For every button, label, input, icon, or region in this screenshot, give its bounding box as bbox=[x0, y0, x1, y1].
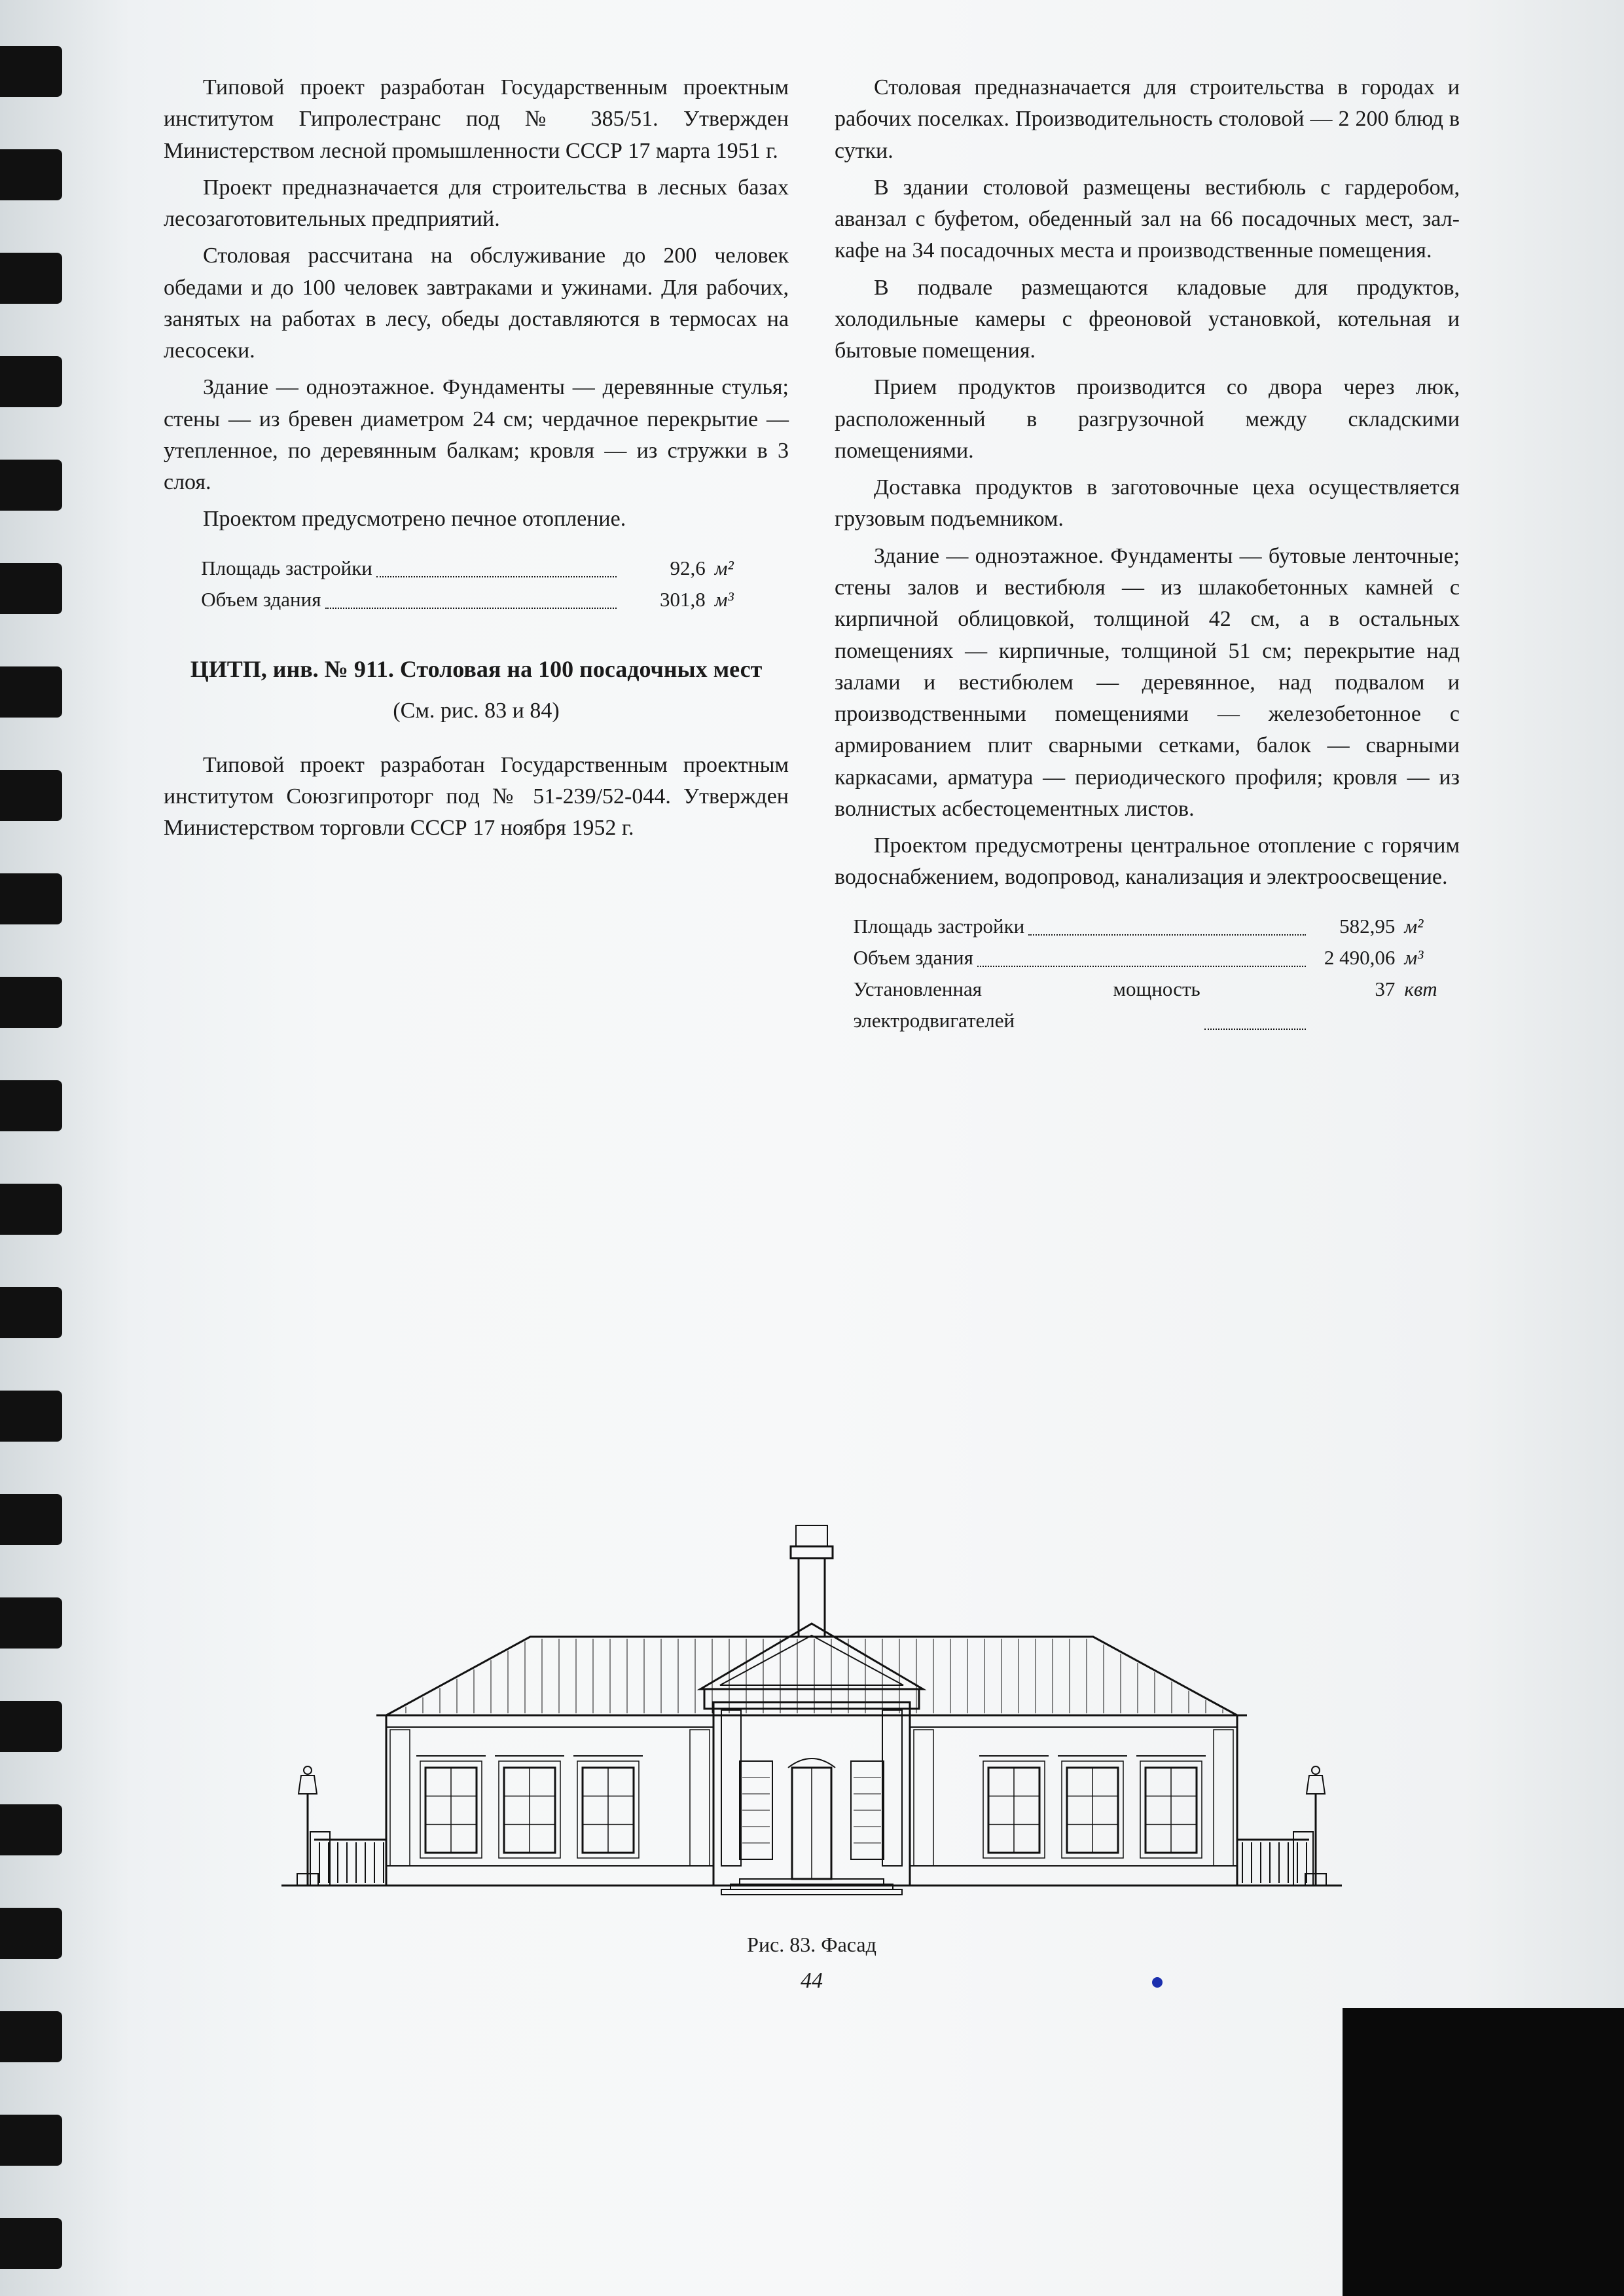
spec-value: 582,95 bbox=[1310, 911, 1395, 942]
scanned-page: Типовой проект разработан Государственны… bbox=[0, 0, 1624, 2296]
figure-83: Рис. 83. Фасад 44 bbox=[164, 1519, 1460, 1994]
spec-label: Установленная мощность электродвигателей bbox=[854, 974, 1200, 1036]
paragraph: Проектом предусмотрено печное отопление. bbox=[164, 503, 789, 535]
spec-table-right: Площадь застройки 582,95 м² Объем здания… bbox=[854, 911, 1441, 1036]
facade-elevation-drawing bbox=[255, 1519, 1368, 1925]
leader-dots bbox=[376, 546, 617, 577]
page-content: Типовой проект разработан Государственны… bbox=[164, 72, 1460, 1051]
paragraph: Типовой проект разработан Государственны… bbox=[164, 72, 789, 167]
spec-unit: м³ bbox=[1395, 942, 1441, 974]
paragraph: В здании столовой размещены вестибюль с … bbox=[835, 172, 1460, 267]
spec-row: Установленная мощность электродвигателей… bbox=[854, 974, 1441, 1036]
spec-value: 37 bbox=[1310, 974, 1395, 1036]
spec-row: Объем здания 2 490,06 м³ bbox=[854, 942, 1441, 974]
spec-value: 301,8 bbox=[621, 584, 706, 615]
two-column-layout: Типовой проект разработан Государственны… bbox=[164, 72, 1460, 1051]
section-heading: ЦИТП, инв. № 911. Столовая на 100 посадо… bbox=[164, 653, 789, 685]
paragraph: Прием продуктов производится со двора че… bbox=[835, 372, 1460, 467]
leader-dots bbox=[977, 936, 1306, 967]
spec-unit: м² bbox=[1395, 911, 1441, 942]
scan-artifact-dot bbox=[1152, 1977, 1163, 1988]
binding-holes bbox=[0, 0, 85, 2296]
spec-value: 2 490,06 bbox=[1310, 942, 1395, 974]
spec-label: Объем здания bbox=[854, 942, 973, 974]
paragraph: Здание — одноэтажное. Фундаменты — бутов… bbox=[835, 541, 1460, 825]
spec-unit: квт bbox=[1395, 974, 1441, 1036]
paragraph: Проектом предусмотрены центральное отопл… bbox=[835, 830, 1460, 894]
figure-caption: Рис. 83. Фасад bbox=[164, 1933, 1460, 1957]
page-number: 44 bbox=[164, 1969, 1460, 1994]
paragraph: Проект предназначается для строительства… bbox=[164, 172, 789, 236]
paragraph: В подвале размещаются кладовые для проду… bbox=[835, 272, 1460, 367]
leader-dots bbox=[325, 577, 617, 609]
scan-artifact-corner bbox=[1343, 2008, 1624, 2296]
spec-label: Объем здания bbox=[201, 584, 321, 615]
spec-table-left: Площадь застройки 92,6 м² Объем здания 3… bbox=[201, 553, 751, 615]
spec-unit: м³ bbox=[706, 584, 751, 615]
paragraph: Столовая рассчитана на обслуживание до 2… bbox=[164, 240, 789, 367]
leader-dots bbox=[1204, 967, 1307, 1030]
paragraph: Доставка продуктов в заготовочные цеха о… bbox=[835, 472, 1460, 536]
leader-dots bbox=[1028, 904, 1306, 936]
paragraph: Здание — одноэтажное. Фундаменты — дерев… bbox=[164, 372, 789, 498]
spec-row: Объем здания 301,8 м³ bbox=[201, 584, 751, 615]
spec-value: 92,6 bbox=[621, 553, 706, 584]
left-column: Типовой проект разработан Государственны… bbox=[164, 72, 789, 1051]
figure-reference: (См. рис. 83 и 84) bbox=[164, 695, 789, 727]
paragraph: Типовой проект разработан Государственны… bbox=[164, 750, 789, 845]
paragraph: Столовая предназначается для строительст… bbox=[835, 72, 1460, 167]
right-column: Столовая предназначается для строительст… bbox=[835, 72, 1460, 1051]
spec-unit: м² bbox=[706, 553, 751, 584]
